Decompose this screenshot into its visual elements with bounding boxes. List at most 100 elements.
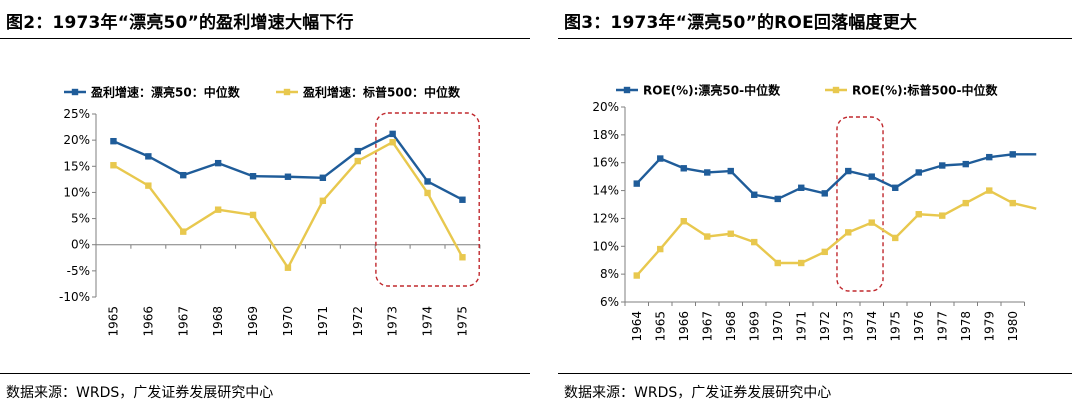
series-1-point — [868, 173, 875, 180]
y-tick-label: 14% — [592, 184, 619, 198]
series-1-point — [892, 184, 899, 191]
series-1-point — [751, 191, 758, 198]
series-1-point — [284, 173, 292, 180]
legend-marker-2 — [283, 88, 291, 96]
x-tick-label: 1972 — [818, 311, 832, 342]
legend-label-2: ROE(%):标普500-中位数 — [852, 83, 998, 98]
x-tick-label: 1968 — [724, 311, 738, 342]
highlight-box — [836, 116, 884, 292]
series-2-point — [110, 162, 117, 169]
x-tick-label: 1976 — [912, 311, 926, 342]
series-2-point — [939, 212, 946, 219]
series-1-point — [821, 190, 828, 197]
x-tick-label: 1971 — [316, 306, 330, 337]
series-1-point — [774, 195, 781, 203]
left-source-note: 数据来源：WRDS，广发证券发展研究中心 — [6, 385, 274, 401]
right-source-rule — [558, 373, 1072, 374]
y-tick-label: 18% — [592, 128, 619, 142]
legend-marker-1 — [623, 86, 631, 94]
series-2-point — [704, 233, 711, 240]
legend-label-1: 盈利增速：漂亮50：中位数 — [90, 85, 241, 100]
series-1-point — [915, 169, 922, 176]
x-tick-label: 1967 — [176, 306, 190, 337]
x-tick-label: 1971 — [794, 311, 808, 342]
series-1-point — [962, 160, 969, 168]
series-1-point — [424, 178, 431, 185]
x-tick-label: 1975 — [455, 306, 469, 337]
x-tick-label: 1964 — [630, 311, 644, 342]
series-1-point — [214, 159, 222, 167]
x-tick-label: 1974 — [865, 311, 879, 342]
x-tick-label: 1965 — [653, 311, 667, 342]
x-tick-label: 1979 — [982, 311, 996, 342]
series-1-point — [727, 167, 734, 175]
x-tick-label: 1966 — [141, 306, 155, 337]
series-2-point — [892, 234, 899, 242]
series-1-point — [1009, 151, 1016, 158]
x-tick-label: 1974 — [421, 306, 435, 337]
series-2-point — [680, 218, 687, 225]
earnings-growth-chart: 25% 20% 15% 10% 5% 0% -5% -10% 1965 1966 1967 1968 1… — [59, 85, 481, 337]
series-1-point — [459, 196, 466, 203]
x-tick-label: 1966 — [677, 311, 691, 342]
y-tick-label: 10% — [592, 239, 619, 253]
y-tick-label: 10% — [63, 185, 90, 199]
series-2-point — [633, 272, 640, 279]
series-line-1 — [635, 153, 1037, 201]
right-figure-title: 图3：1973年“漂亮50”的ROE回落幅度更大 — [564, 13, 918, 33]
series-2-point — [915, 211, 922, 218]
x-tick-label: 1969 — [246, 306, 260, 337]
left-source-rule — [0, 373, 530, 374]
x-tick-label: 1965 — [106, 306, 120, 337]
series-1-point — [110, 137, 117, 145]
x-tick-label: 1973 — [841, 311, 855, 342]
series-1-point — [657, 155, 664, 162]
series-1-point — [680, 165, 687, 172]
series-1-point — [389, 130, 396, 138]
x-tick-label: 1975 — [888, 311, 902, 342]
x-tick-label: 1969 — [747, 311, 761, 342]
x-tick-label: 1967 — [700, 311, 714, 342]
series-2-point — [962, 199, 969, 207]
series-2-point — [389, 139, 396, 146]
series-2-point — [249, 211, 257, 219]
series-2-point — [424, 189, 431, 197]
y-tick-label: -10% — [59, 290, 90, 304]
series-line-2 — [112, 141, 464, 269]
series-2-point — [1009, 199, 1016, 207]
series-2-point — [798, 259, 805, 267]
right-source-note: 数据来源：WRDS，广发证券发展研究中心 — [564, 385, 832, 401]
series-2-point — [284, 264, 292, 271]
y-tick-label: 25% — [63, 107, 90, 121]
right-title-rule — [558, 38, 1072, 39]
series-2-point — [145, 182, 152, 189]
x-tick-label: 1980 — [1006, 311, 1020, 342]
series-1-point — [249, 173, 257, 180]
series-2-point — [657, 245, 664, 253]
y-tick-label: 15% — [63, 159, 90, 173]
left-title-rule — [0, 38, 530, 39]
series-2-point — [821, 248, 828, 256]
series-2-point — [459, 254, 466, 261]
series-2-point — [774, 259, 781, 267]
y-tick-label: 16% — [592, 156, 619, 170]
y-tick-label: 20% — [592, 100, 619, 114]
series-2-point — [354, 157, 361, 165]
x-tick-label: 1968 — [211, 306, 225, 337]
x-tick-label: 1970 — [281, 306, 295, 337]
y-tick-label: -5% — [67, 264, 90, 278]
left-figure-panel: 图2：1973年“漂亮50”的盈利增速大幅下行 25% 20% 15% 10% 5% 0%… — [0, 0, 530, 408]
series-2-point — [751, 238, 758, 246]
y-tick-label: 20% — [63, 133, 90, 147]
series-1-point — [798, 184, 805, 191]
series-1-point — [704, 169, 711, 176]
y-tick-label: 5% — [71, 212, 90, 226]
roe-chart: 20% 18% 16% 14% 12% 10% 8% 6% 1964 1965 1966 1967 19… — [592, 83, 1037, 342]
series-1-point — [180, 171, 187, 179]
right-figure-panel: 图3：1973年“漂亮50”的ROE回落幅度更大 20% 18% 16% 14% 12%… — [558, 0, 1072, 408]
series-2-point — [214, 206, 222, 213]
series-2-point — [319, 197, 327, 204]
legend-label-2: 盈利增速：标普500：中位数 — [302, 85, 461, 100]
legend-marker-1 — [71, 88, 79, 96]
series-1-point — [354, 147, 361, 155]
